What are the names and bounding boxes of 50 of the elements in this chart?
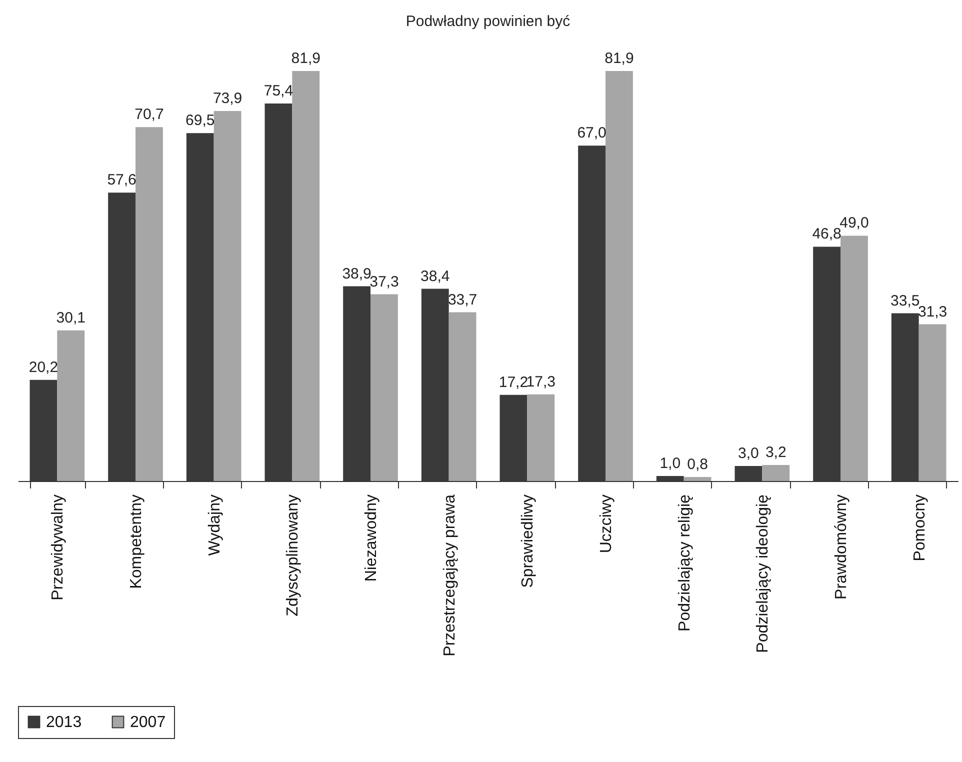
data-label: 33,5	[890, 292, 920, 310]
data-label: 17,2	[498, 374, 528, 391]
bar	[918, 324, 946, 481]
x-tick-label: Przewidywalny	[50, 494, 67, 600]
data-label: 17,3	[526, 373, 556, 390]
bar	[214, 111, 242, 481]
data-label: 69,5	[186, 112, 215, 130]
bar	[370, 294, 398, 481]
data-label: 38,4	[420, 268, 450, 285]
data-label: 75,4	[264, 82, 294, 100]
data-label: 31,3	[918, 303, 948, 320]
data-label: 81,9	[291, 50, 320, 67]
bar	[136, 127, 163, 481]
bar	[57, 330, 85, 481]
x-tick-label: Sprawiedliwy	[520, 494, 537, 588]
data-label: 57,6	[107, 172, 136, 189]
bar	[840, 236, 868, 481]
legend-label: 2013	[46, 714, 82, 731]
data-label: 3,0	[738, 444, 759, 462]
legend-label: 2007	[130, 714, 166, 731]
data-label: 81,9	[604, 50, 634, 67]
x-tick-label: Podzielający ideologię	[754, 494, 772, 653]
x-tick-label: Pomocny	[911, 494, 928, 562]
data-label: 37,3	[370, 273, 399, 290]
chart-title: Podwładny powinien być	[406, 13, 571, 30]
bar	[448, 312, 476, 481]
x-tick-label: Uczciwy	[598, 494, 615, 554]
data-label: 49,0	[840, 214, 869, 232]
x-tick-label: Przestrzegający prawa	[441, 494, 458, 656]
bar	[292, 71, 320, 481]
x-tick-label: Zdyscyplinowany	[284, 494, 302, 616]
x-tick-label: Niezawodny	[363, 494, 380, 582]
data-label: 20,2	[28, 358, 58, 376]
bar	[527, 394, 555, 481]
data-label: 38,9	[342, 265, 372, 282]
bar	[684, 476, 712, 481]
bar	[762, 464, 790, 481]
data-label: 3,2	[765, 444, 786, 461]
data-label: 70,7	[134, 106, 164, 124]
data-label: 67,0	[577, 124, 606, 142]
x-tick-label: Podzielający religię	[676, 494, 694, 632]
data-label: 30,1	[56, 309, 86, 326]
x-tick-label: Kompetentny	[128, 494, 145, 589]
data-label: 0,8	[687, 456, 708, 473]
data-label: 46,8	[812, 226, 842, 243]
x-tick-label: Prawdomówny	[833, 494, 850, 600]
data-label: 73,9	[212, 90, 242, 108]
data-label: 1,0	[660, 454, 681, 472]
bar	[606, 71, 633, 481]
x-tick-label: Wydajny	[206, 494, 224, 556]
